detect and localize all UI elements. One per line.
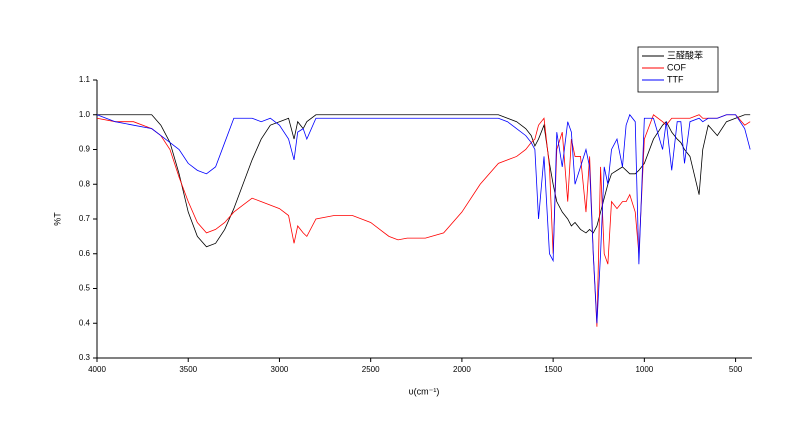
y-tick-label: 0.9 — [79, 145, 91, 154]
legend-label: 三醛酸苯 — [667, 49, 703, 60]
legend-box — [637, 46, 719, 93]
y-axis-label: %T — [52, 212, 62, 226]
legend-label: TTF — [667, 74, 684, 84]
y-tick-label: 0.5 — [79, 284, 91, 293]
y-tick-label: 0.3 — [79, 353, 91, 362]
y-tick-label: 1.0 — [79, 110, 91, 119]
x-tick-label: 2000 — [453, 365, 471, 374]
series-line — [97, 114, 751, 248]
x-tick-label: 1500 — [544, 365, 562, 374]
x-tick-label: 500 — [729, 365, 743, 374]
y-tick-label: 0.7 — [79, 214, 91, 223]
series-line — [96, 114, 751, 327]
y-tick-label: 1.1 — [79, 75, 91, 84]
x-tick-label: 4000 — [88, 365, 106, 374]
series-line — [96, 113, 751, 324]
y-tick-label: 0.4 — [79, 318, 91, 327]
x-tick-label: 1000 — [635, 365, 653, 374]
x-tick-label: 3500 — [179, 365, 197, 374]
x-tick-label: 2500 — [362, 365, 380, 374]
legend-label: COF — [667, 62, 687, 72]
y-tick-label: 0.6 — [79, 249, 91, 258]
y-tick-label: 0.8 — [79, 179, 91, 188]
x-axis-label: υ(cm⁻¹) — [409, 386, 440, 396]
x-tick-label: 3000 — [271, 365, 289, 374]
